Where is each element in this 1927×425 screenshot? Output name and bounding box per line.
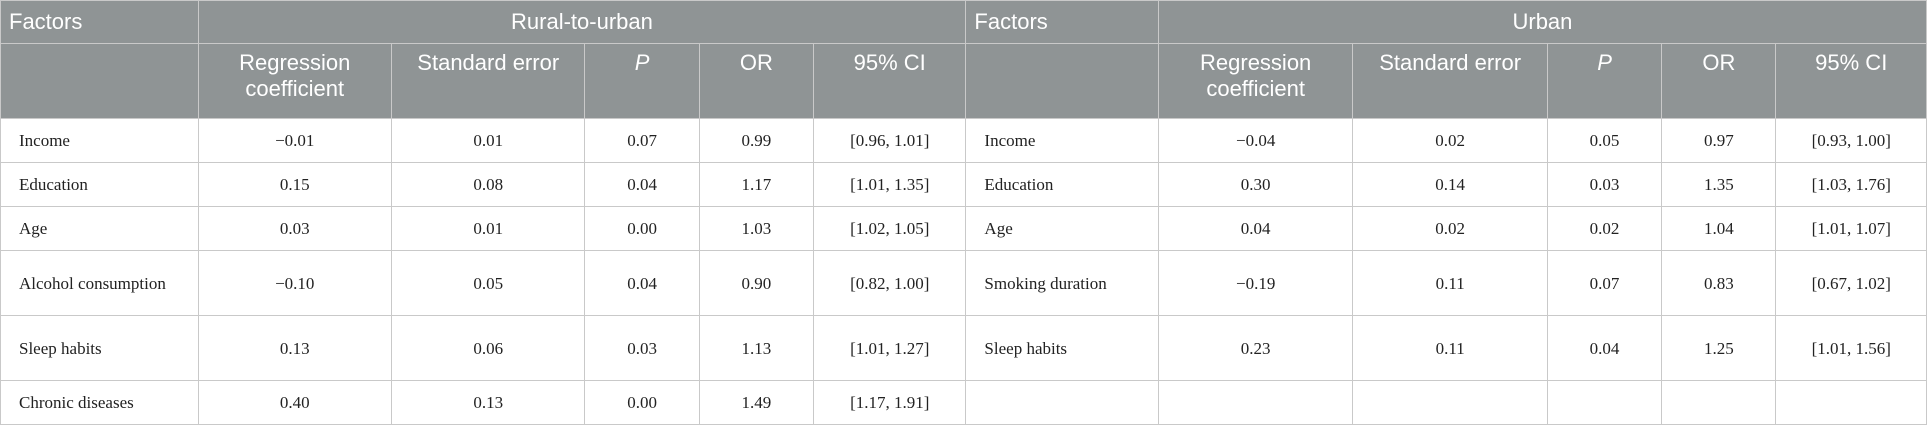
value-cell: 0.14 — [1352, 162, 1548, 207]
header-regression-coefficient: Regression coefficient — [1157, 43, 1354, 119]
header-factors-left: Factors — [0, 0, 199, 44]
value-cell: [0.67, 1.02] — [1775, 250, 1927, 316]
factor-cell — [965, 380, 1159, 425]
value-cell — [1775, 380, 1927, 425]
table-row: Chronic diseases 0.40 0.13 0.00 1.49 [1.… — [0, 380, 1927, 425]
value-cell: 0.07 — [584, 118, 700, 163]
value-cell: 0.13 — [197, 315, 392, 381]
header-blank-left — [0, 43, 199, 119]
factor-cell: Age — [965, 206, 1159, 251]
header-blank-right — [965, 43, 1159, 119]
value-cell: [0.93, 1.00] — [1775, 118, 1927, 163]
value-cell: [1.03, 1.76] — [1775, 162, 1927, 207]
value-cell: −0.04 — [1157, 118, 1354, 163]
header-confidence-interval: 95% CI — [1775, 43, 1927, 119]
value-cell: [0.82, 1.00] — [813, 250, 967, 316]
value-cell: 1.04 — [1661, 206, 1777, 251]
value-cell: 0.04 — [1546, 315, 1663, 381]
value-cell — [1661, 380, 1777, 425]
value-cell: 0.40 — [197, 380, 392, 425]
value-cell: 0.04 — [1157, 206, 1354, 251]
header-standard-error: Standard error — [390, 43, 586, 119]
value-cell: [0.96, 1.01] — [813, 118, 967, 163]
value-cell: 0.01 — [390, 206, 586, 251]
value-cell: 0.01 — [390, 118, 586, 163]
value-cell: −0.01 — [197, 118, 392, 163]
header-p-value: P — [584, 43, 700, 119]
value-cell: 1.25 — [1661, 315, 1777, 381]
value-cell: 1.13 — [698, 315, 815, 381]
header-factors-right: Factors — [965, 0, 1159, 44]
table-row: Education 0.15 0.08 0.04 1.17 [1.01, 1.3… — [0, 162, 1927, 207]
factor-cell: Age — [0, 206, 199, 251]
table-row: Income −0.01 0.01 0.07 0.99 [0.96, 1.01]… — [0, 118, 1927, 163]
value-cell: 0.05 — [390, 250, 586, 316]
value-cell: 0.00 — [584, 206, 700, 251]
table-row: Age 0.03 0.01 0.00 1.03 [1.02, 1.05] Age… — [0, 206, 1927, 251]
value-cell: [1.01, 1.56] — [1775, 315, 1927, 381]
value-cell: 0.02 — [1352, 206, 1548, 251]
value-cell: 0.04 — [584, 250, 700, 316]
value-cell: 0.04 — [584, 162, 700, 207]
value-cell: [1.02, 1.05] — [813, 206, 967, 251]
value-cell: 0.06 — [390, 315, 586, 381]
table-row: Alcohol consumption −0.10 0.05 0.04 0.90… — [0, 250, 1927, 316]
header-confidence-interval: 95% CI — [813, 43, 967, 119]
value-cell: 0.02 — [1352, 118, 1548, 163]
value-cell: [1.01, 1.07] — [1775, 206, 1927, 251]
value-cell: 0.03 — [584, 315, 700, 381]
value-cell: 0.13 — [390, 380, 586, 425]
factor-cell: Education — [0, 162, 199, 207]
value-cell: 0.30 — [1157, 162, 1354, 207]
value-cell: −0.19 — [1157, 250, 1354, 316]
header-odds-ratio: OR — [1661, 43, 1777, 119]
value-cell: 0.15 — [197, 162, 392, 207]
header-row-columns: Regression coefficient Standard error P … — [0, 43, 1927, 119]
header-group-rural-to-urban: Rural-to-urban — [197, 0, 967, 44]
value-cell: 0.07 — [1546, 250, 1663, 316]
factor-cell: Alcohol consumption — [0, 250, 199, 316]
factor-cell: Income — [965, 118, 1159, 163]
table-row: Sleep habits 0.13 0.06 0.03 1.13 [1.01, … — [0, 315, 1927, 381]
value-cell: [1.17, 1.91] — [813, 380, 967, 425]
value-cell: 0.05 — [1546, 118, 1663, 163]
factor-cell: Income — [0, 118, 199, 163]
header-p-value: P — [1546, 43, 1663, 119]
value-cell: 0.83 — [1661, 250, 1777, 316]
value-cell — [1352, 380, 1548, 425]
factor-cell: Chronic diseases — [0, 380, 199, 425]
value-cell: 0.99 — [698, 118, 815, 163]
factor-cell: Sleep habits — [965, 315, 1159, 381]
factor-cell: Smoking duration — [965, 250, 1159, 316]
value-cell: 0.90 — [698, 250, 815, 316]
value-cell: 1.03 — [698, 206, 815, 251]
value-cell: 0.11 — [1352, 315, 1548, 381]
factor-cell: Sleep habits — [0, 315, 199, 381]
header-group-urban: Urban — [1157, 0, 1927, 44]
factor-cell: Education — [965, 162, 1159, 207]
value-cell: 0.03 — [197, 206, 392, 251]
value-cell: 1.49 — [698, 380, 815, 425]
header-row-groups: Factors Rural-to-urban Factors Urban — [0, 0, 1927, 44]
header-odds-ratio: OR — [698, 43, 815, 119]
value-cell: [1.01, 1.27] — [813, 315, 967, 381]
value-cell: 0.00 — [584, 380, 700, 425]
value-cell: 1.35 — [1661, 162, 1777, 207]
value-cell: 0.02 — [1546, 206, 1663, 251]
value-cell: [1.01, 1.35] — [813, 162, 967, 207]
value-cell — [1546, 380, 1663, 425]
value-cell: 0.08 — [390, 162, 586, 207]
value-cell — [1157, 380, 1354, 425]
value-cell: 0.03 — [1546, 162, 1663, 207]
value-cell: 1.17 — [698, 162, 815, 207]
header-regression-coefficient: Regression coefficient — [197, 43, 392, 119]
value-cell: −0.10 — [197, 250, 392, 316]
value-cell: 0.11 — [1352, 250, 1548, 316]
header-standard-error: Standard error — [1352, 43, 1548, 119]
value-cell: 0.23 — [1157, 315, 1354, 381]
value-cell: 0.97 — [1661, 118, 1777, 163]
